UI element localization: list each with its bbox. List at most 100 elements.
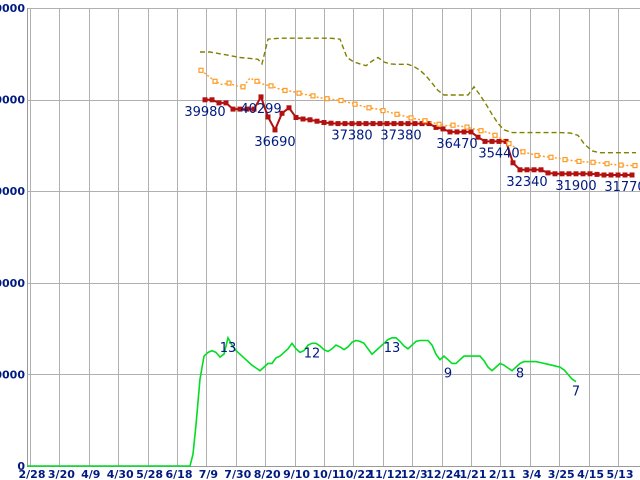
marker-price-main	[342, 121, 348, 127]
data-label: 37380	[331, 129, 372, 144]
marker-price-main	[447, 129, 453, 135]
marker-price-main	[559, 171, 565, 177]
marker-price-upper-dotted	[296, 90, 302, 96]
marker-price-main	[328, 120, 334, 126]
x-tick-label: 2/11	[489, 468, 516, 480]
marker-price-main	[510, 160, 516, 166]
x-tick-label: 11/12	[367, 468, 402, 480]
marker-price-main	[300, 116, 306, 122]
marker-price-upper-dotted	[212, 78, 218, 84]
data-label: 40299	[240, 102, 281, 117]
marker-price-main	[468, 129, 474, 135]
x-tick-label: 4/15	[577, 468, 604, 480]
marker-price-main	[538, 167, 544, 173]
marker-price-main	[321, 120, 327, 125]
marker-price-upper-dotted	[436, 121, 442, 127]
x-tick-label: 6/18	[166, 468, 193, 480]
marker-price-main	[405, 121, 411, 127]
data-label: 35440	[478, 146, 519, 161]
x-tick-label: 9/10	[283, 468, 310, 480]
marker-price-main	[426, 121, 432, 127]
y-axis-labels: 0 10000 20000 30000 40000 50000	[0, 2, 25, 473]
x-tick-label: 8/20	[254, 468, 281, 480]
y-tick-label: 0	[17, 460, 25, 473]
data-label: 13	[384, 341, 401, 356]
marker-price-main	[461, 129, 467, 135]
marker-price-upper-dotted	[464, 124, 470, 130]
marker-price-upper-dotted	[408, 115, 414, 121]
marker-price-main	[482, 138, 488, 144]
gridlines	[27, 8, 640, 467]
x-tick-label: 3/20	[48, 468, 75, 480]
marker-price-main	[475, 134, 481, 140]
data-label: 7	[572, 385, 580, 400]
marker-price-upper-dotted	[310, 93, 316, 99]
x-tick-label: 4/30	[107, 468, 134, 480]
x-tick-label: 10/1	[313, 468, 340, 480]
y-tick-label: 20000	[0, 277, 25, 290]
marker-price-main	[531, 167, 537, 173]
marker-price-upper-dotted	[282, 87, 288, 94]
marker-price-upper-dotted	[604, 161, 610, 167]
x-tick-label: 4/9	[81, 468, 100, 480]
data-label: 13	[220, 341, 237, 356]
x-tick-label: 10/22	[338, 468, 373, 480]
marker-price-main	[370, 121, 376, 127]
marker-price-main	[412, 121, 418, 127]
marker-price-upper-dotted	[198, 67, 204, 73]
marker-price-upper-dotted	[394, 111, 400, 117]
marker-price-main	[580, 171, 586, 177]
marker-price-main	[601, 172, 607, 178]
x-tick-label: 2/28	[19, 468, 46, 480]
y-tick-label: 30000	[0, 185, 25, 198]
data-label: 8	[516, 366, 524, 381]
marker-price-main	[272, 127, 278, 133]
data-label: 12	[304, 346, 321, 361]
marker-price-upper-dotted	[450, 122, 456, 128]
data-label: 9	[444, 366, 452, 381]
y-tick-label: 40000	[0, 94, 25, 107]
marker-price-upper-dotted	[380, 107, 386, 114]
marker-price-main	[594, 171, 600, 177]
marker-price-main	[433, 124, 439, 130]
marker-price-main	[566, 171, 572, 177]
marker-price-upper-dotted	[618, 162, 624, 168]
data-label: 31900	[555, 179, 596, 194]
marker-price-main	[496, 138, 502, 144]
marker-price-main	[587, 171, 593, 177]
data-label: 36690	[254, 135, 295, 150]
marker-price-main	[244, 106, 250, 112]
marker-price-main	[209, 97, 215, 103]
x-tick-label: 12/24	[426, 468, 461, 480]
marker-price-main	[419, 121, 425, 127]
marker-price-main	[391, 121, 397, 127]
marker-price-upper-dotted	[240, 84, 246, 90]
marker-price-main	[286, 105, 292, 111]
data-label: 39980	[184, 105, 225, 120]
x-tick-label: 5/28	[136, 468, 163, 480]
marker-price-main	[377, 121, 383, 127]
marker-price-main	[629, 172, 635, 178]
marker-price-upper-dotted	[268, 83, 274, 89]
x-tick-label: 12/3	[401, 468, 428, 480]
data-series	[27, 37, 638, 467]
x-tick-label: 3/25	[548, 468, 575, 480]
marker-price-upper-dotted	[548, 154, 554, 160]
marker-price-main	[279, 110, 285, 116]
marker-price-main	[524, 167, 530, 173]
x-tick-label: 3/4	[522, 468, 542, 480]
marker-price-upper-dotted	[352, 101, 358, 107]
marker-price-main	[314, 118, 320, 124]
marker-price-upper-dotted	[226, 80, 232, 86]
marker-price-main	[216, 100, 222, 106]
marker-price-main	[230, 106, 236, 112]
marker-price-main	[251, 106, 257, 112]
data-label: 31770	[604, 180, 640, 195]
marker-price-main	[608, 172, 614, 178]
marker-price-main	[307, 117, 313, 123]
marker-price-main	[335, 121, 341, 127]
marker-price-main	[237, 106, 243, 112]
marker-price-main	[265, 114, 271, 120]
marker-price-main	[356, 121, 362, 127]
marker-price-upper-dotted	[576, 158, 582, 164]
